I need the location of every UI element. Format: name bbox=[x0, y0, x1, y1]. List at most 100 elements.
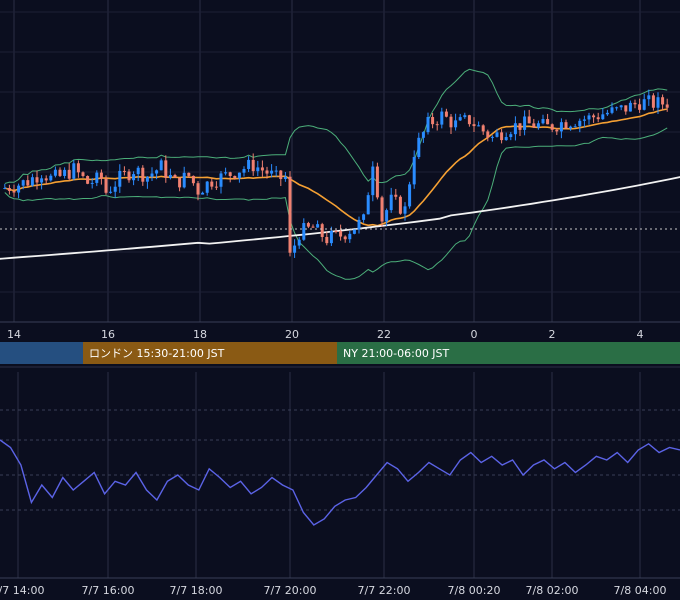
candle-body bbox=[288, 176, 292, 253]
session-bar: ロンドン 15:30-21:00 JST NY 21:00-06:00 JST bbox=[0, 342, 680, 364]
candle-body bbox=[550, 124, 554, 130]
candle-body bbox=[196, 183, 200, 195]
candle-body bbox=[421, 132, 425, 138]
candle-body bbox=[504, 137, 508, 141]
candle-body bbox=[638, 104, 642, 110]
candle-body bbox=[49, 175, 53, 181]
candle-body bbox=[320, 224, 324, 237]
candle-body bbox=[256, 167, 260, 172]
candle-body bbox=[72, 163, 76, 179]
candle-body bbox=[458, 117, 462, 121]
candle-body bbox=[283, 176, 287, 180]
candle-body bbox=[99, 172, 103, 179]
candle-body bbox=[357, 219, 361, 230]
candle-body bbox=[582, 119, 586, 121]
oscillator-line bbox=[0, 439, 680, 526]
candle-body bbox=[173, 175, 177, 178]
oscillator-axis-tick-label: 7/8 04:00 bbox=[614, 584, 667, 597]
candle-body bbox=[141, 167, 145, 182]
candle-body bbox=[601, 114, 605, 120]
oscillator-axis-tick-label: 7/7 16:00 bbox=[82, 584, 135, 597]
oscillator-axis-tick-label: 7/7 14:00 bbox=[0, 584, 44, 597]
candle-body bbox=[661, 97, 665, 105]
candle-body bbox=[81, 172, 85, 177]
candle-body bbox=[44, 178, 48, 181]
candle-body bbox=[242, 168, 246, 173]
candle-body bbox=[500, 132, 504, 141]
candle-body bbox=[228, 172, 232, 176]
candle-body bbox=[306, 223, 310, 227]
candle-body bbox=[481, 125, 485, 132]
price-axis-tick-label: 16 bbox=[101, 328, 115, 341]
candle-body bbox=[210, 181, 214, 187]
candle-body bbox=[159, 160, 163, 171]
candle-body bbox=[523, 116, 527, 130]
candle-body bbox=[302, 223, 306, 240]
candle-body bbox=[12, 190, 16, 193]
candle-body bbox=[334, 230, 338, 232]
candle-body bbox=[624, 105, 628, 112]
candle-body bbox=[90, 182, 94, 184]
candle-body bbox=[596, 117, 600, 120]
candle-body bbox=[145, 176, 149, 182]
candle-body bbox=[329, 230, 333, 244]
candle-body bbox=[555, 129, 559, 132]
candle-body bbox=[132, 174, 136, 181]
candle-body bbox=[486, 131, 490, 138]
candle-body bbox=[463, 115, 467, 118]
price-axis-tick-label: 0 bbox=[471, 328, 478, 341]
candle-body bbox=[251, 159, 255, 172]
candle-body bbox=[587, 115, 591, 120]
candle-body bbox=[118, 170, 122, 187]
candle-body bbox=[205, 181, 209, 193]
oscillator-axis-tick-label: 7/8 02:00 bbox=[526, 584, 579, 597]
candle-body bbox=[21, 180, 25, 186]
candle-body bbox=[412, 157, 416, 185]
candle-body bbox=[440, 111, 444, 125]
candle-body bbox=[7, 188, 11, 191]
candle-body bbox=[274, 170, 278, 172]
session-london-label: ロンドン 15:30-21:00 JST bbox=[89, 347, 225, 360]
bollinger-upper bbox=[4, 68, 668, 184]
candle-body bbox=[352, 229, 356, 234]
candle-body bbox=[316, 224, 320, 228]
candle-body bbox=[279, 170, 283, 180]
candle-body bbox=[513, 123, 517, 135]
candle-body bbox=[642, 99, 646, 110]
candle-body bbox=[444, 111, 448, 117]
candle-body bbox=[343, 236, 347, 240]
candle-body bbox=[569, 126, 573, 129]
candle-body bbox=[426, 117, 430, 133]
candle-body bbox=[394, 194, 398, 197]
session-london bbox=[83, 342, 337, 364]
candle-body bbox=[293, 245, 297, 253]
candle-body bbox=[647, 95, 651, 100]
candle-body bbox=[605, 112, 609, 115]
candle-body bbox=[67, 169, 71, 179]
candle-body bbox=[247, 159, 251, 169]
candle-body bbox=[532, 123, 536, 128]
candle-body bbox=[178, 177, 182, 188]
price-time-axis: 14 16 18 20 22 0 2 4 bbox=[7, 328, 644, 341]
candle-body bbox=[619, 105, 623, 108]
candle-body bbox=[311, 226, 315, 228]
candle-body bbox=[362, 214, 366, 220]
price-axis-tick-label: 4 bbox=[637, 328, 644, 341]
candle-body bbox=[578, 120, 582, 127]
candle-body bbox=[518, 123, 522, 130]
candle-body bbox=[122, 170, 126, 172]
candle-body bbox=[472, 124, 476, 127]
oscillator-axis-tick-label: 7/8 00:20 bbox=[448, 584, 501, 597]
candle-body bbox=[656, 97, 660, 108]
candle-body bbox=[30, 177, 34, 186]
candle-body bbox=[155, 170, 159, 174]
candle-body bbox=[403, 206, 407, 214]
candle-body bbox=[136, 167, 140, 175]
price-pane-grid bbox=[0, 0, 680, 322]
candle-body bbox=[490, 136, 494, 138]
price-axis-tick-label: 18 bbox=[193, 328, 207, 341]
candle-body bbox=[182, 172, 186, 188]
candle-body bbox=[564, 122, 568, 129]
oscillator-pane-grid bbox=[0, 372, 680, 578]
